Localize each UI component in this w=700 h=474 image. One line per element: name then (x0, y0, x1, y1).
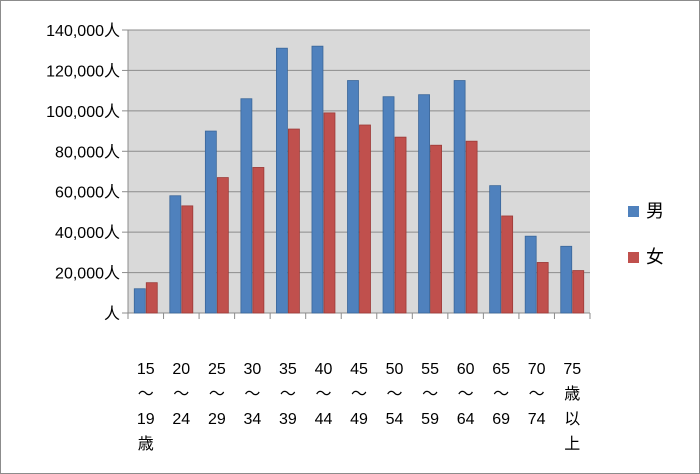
y-tick-label: 80,000人 (55, 143, 120, 161)
category-label: ～ (209, 386, 225, 403)
category-label: ～ (529, 386, 545, 403)
bar (489, 185, 502, 314)
bar (311, 45, 324, 314)
bar (347, 80, 359, 314)
y-tick-label: 140,000人 (46, 22, 120, 40)
category-label: 55 (421, 361, 439, 378)
bar (524, 235, 537, 314)
bar (288, 128, 300, 314)
category-label: 54 (386, 411, 404, 428)
legend-label: 男 (646, 201, 664, 222)
bar (240, 98, 253, 314)
category-label: 20 (172, 361, 190, 378)
category-label: 69 (492, 411, 510, 428)
category-label: 74 (528, 411, 546, 428)
category-label: 歳 (138, 435, 154, 453)
y-tick-label: 20,000人 (55, 265, 120, 283)
category-label: ～ (422, 386, 438, 403)
legend-swatch (628, 252, 639, 263)
legend-label: 女 (646, 247, 664, 268)
bar (572, 270, 585, 314)
bar (394, 136, 407, 314)
bar (359, 124, 371, 314)
bar (536, 262, 549, 314)
category-label: 15 (137, 361, 155, 378)
bar (181, 205, 194, 314)
bar (418, 94, 430, 314)
y-tick-label: 120,000人 (46, 62, 120, 80)
category-label: ～ (244, 386, 260, 403)
category-label: 35 (279, 361, 297, 378)
bar (276, 47, 288, 314)
bar (169, 195, 182, 314)
category-label: 45 (350, 361, 368, 378)
category-label: 75 (563, 361, 581, 378)
y-tick-label: 人 (104, 305, 120, 323)
category-label: 64 (457, 411, 475, 428)
category-label: ～ (138, 386, 154, 403)
bar (430, 144, 442, 314)
legend-swatch (628, 206, 639, 217)
category-label: 49 (350, 411, 368, 428)
bar (465, 140, 478, 314)
bar (133, 288, 146, 314)
category-label: ～ (173, 386, 189, 403)
category-label: 65 (492, 361, 510, 378)
y-tick-label: 60,000人 (55, 184, 120, 202)
bar (382, 96, 395, 314)
plot-area (128, 30, 590, 313)
category-label: ～ (387, 386, 403, 403)
bar (204, 130, 217, 314)
bar (216, 177, 229, 314)
bar (145, 282, 158, 314)
bar (252, 167, 265, 314)
category-label: ～ (280, 386, 296, 403)
bar (501, 215, 514, 314)
category-label: 30 (243, 361, 261, 378)
category-label: ～ (458, 386, 474, 403)
category-label: 60 (457, 361, 475, 378)
y-tick-label: 100,000人 (46, 103, 120, 121)
category-label: 39 (279, 411, 297, 428)
category-label: ～ (493, 386, 509, 403)
category-label: 上 (564, 435, 580, 453)
category-label: 19 (137, 411, 155, 428)
category-label: 40 (315, 361, 333, 378)
category-label: 70 (528, 361, 546, 378)
bar (323, 112, 336, 314)
bar (453, 80, 466, 314)
category-label: 59 (421, 411, 439, 428)
category-label: 29 (208, 411, 226, 428)
category-label: 44 (315, 411, 333, 428)
category-label: 50 (386, 361, 404, 378)
category-label: 以 (564, 411, 580, 428)
category-label: ～ (351, 386, 367, 403)
y-tick-label: 40,000人 (55, 224, 120, 242)
category-label: 34 (243, 411, 261, 428)
category-label: 歳 (564, 385, 580, 403)
category-label: ～ (315, 386, 331, 403)
category-label: 24 (172, 411, 190, 428)
bar (560, 245, 573, 314)
category-label: 25 (208, 361, 226, 378)
